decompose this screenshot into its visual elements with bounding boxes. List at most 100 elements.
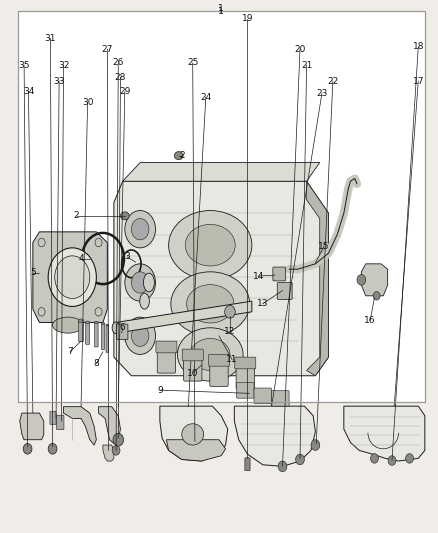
FancyBboxPatch shape — [236, 365, 254, 389]
FancyBboxPatch shape — [245, 458, 250, 471]
Text: 31: 31 — [45, 34, 56, 43]
Circle shape — [112, 446, 120, 455]
Circle shape — [95, 308, 102, 316]
Text: 19: 19 — [242, 14, 253, 23]
Text: 24: 24 — [200, 93, 212, 101]
Circle shape — [131, 325, 149, 346]
Circle shape — [296, 454, 304, 465]
Text: 16: 16 — [364, 317, 376, 325]
Ellipse shape — [140, 293, 149, 309]
FancyBboxPatch shape — [235, 357, 256, 369]
Text: 15: 15 — [318, 242, 330, 251]
Circle shape — [55, 256, 90, 298]
FancyBboxPatch shape — [101, 323, 104, 350]
Text: 5: 5 — [30, 269, 36, 277]
Text: 2: 2 — [74, 212, 79, 220]
Ellipse shape — [101, 322, 105, 325]
Circle shape — [357, 274, 366, 285]
Text: 28: 28 — [115, 73, 126, 82]
Circle shape — [278, 461, 287, 472]
FancyBboxPatch shape — [273, 267, 286, 281]
Ellipse shape — [171, 272, 250, 336]
Bar — [18, 11, 425, 402]
Circle shape — [23, 443, 32, 454]
Circle shape — [225, 305, 235, 318]
FancyBboxPatch shape — [184, 357, 202, 381]
Text: 10: 10 — [187, 369, 198, 377]
Circle shape — [406, 454, 413, 463]
Circle shape — [371, 454, 378, 463]
Circle shape — [125, 211, 155, 248]
Text: 1: 1 — [218, 4, 224, 13]
Polygon shape — [166, 440, 226, 461]
Text: 22: 22 — [327, 77, 339, 85]
Text: 25: 25 — [187, 59, 198, 67]
FancyBboxPatch shape — [254, 388, 272, 403]
Text: 1: 1 — [218, 7, 224, 16]
Polygon shape — [103, 445, 114, 461]
Text: 14: 14 — [253, 272, 264, 280]
FancyBboxPatch shape — [210, 362, 228, 386]
Text: 33: 33 — [53, 77, 65, 85]
Text: 20: 20 — [294, 45, 306, 53]
Circle shape — [131, 272, 149, 293]
Text: 6: 6 — [120, 324, 126, 332]
Polygon shape — [361, 264, 388, 296]
Circle shape — [38, 238, 45, 247]
Text: 18: 18 — [413, 43, 424, 51]
Text: 13: 13 — [257, 300, 268, 308]
Text: 34: 34 — [23, 87, 34, 96]
FancyBboxPatch shape — [50, 411, 56, 424]
Ellipse shape — [177, 328, 243, 381]
Circle shape — [48, 443, 57, 454]
Circle shape — [113, 433, 124, 446]
Text: 27: 27 — [102, 45, 113, 53]
Ellipse shape — [94, 321, 98, 324]
Circle shape — [95, 238, 102, 247]
Circle shape — [38, 308, 45, 316]
Ellipse shape — [85, 321, 90, 324]
Text: 2: 2 — [179, 151, 184, 160]
FancyBboxPatch shape — [272, 391, 289, 406]
Ellipse shape — [78, 319, 84, 323]
Bar — [18, 11, 425, 402]
FancyBboxPatch shape — [277, 282, 292, 300]
Ellipse shape — [169, 211, 252, 280]
FancyBboxPatch shape — [86, 322, 90, 344]
Ellipse shape — [120, 212, 129, 220]
Polygon shape — [114, 181, 328, 376]
Text: 3: 3 — [124, 253, 130, 261]
Circle shape — [373, 292, 380, 300]
Ellipse shape — [106, 324, 109, 326]
Text: 29: 29 — [119, 87, 131, 96]
Text: 26: 26 — [113, 59, 124, 67]
Text: 12: 12 — [224, 327, 236, 336]
Circle shape — [125, 317, 155, 354]
Text: 4: 4 — [78, 254, 84, 263]
Text: 9: 9 — [157, 386, 163, 394]
Ellipse shape — [174, 152, 183, 160]
Text: 23: 23 — [316, 89, 328, 98]
FancyBboxPatch shape — [237, 383, 254, 398]
Polygon shape — [116, 301, 252, 333]
Ellipse shape — [112, 322, 120, 334]
FancyBboxPatch shape — [182, 349, 203, 361]
Polygon shape — [33, 232, 107, 322]
Ellipse shape — [53, 317, 83, 333]
FancyBboxPatch shape — [208, 354, 230, 366]
Text: 17: 17 — [413, 77, 424, 85]
Circle shape — [388, 456, 396, 465]
Circle shape — [311, 440, 320, 450]
Ellipse shape — [185, 224, 235, 266]
Ellipse shape — [182, 424, 204, 445]
Circle shape — [125, 264, 155, 301]
Ellipse shape — [187, 285, 234, 323]
Polygon shape — [123, 163, 320, 181]
Ellipse shape — [144, 273, 154, 292]
Text: 8: 8 — [93, 359, 99, 368]
FancyBboxPatch shape — [57, 415, 64, 430]
Text: 35: 35 — [18, 61, 30, 69]
FancyBboxPatch shape — [156, 341, 177, 353]
Text: 7: 7 — [67, 348, 73, 356]
Circle shape — [48, 248, 96, 306]
